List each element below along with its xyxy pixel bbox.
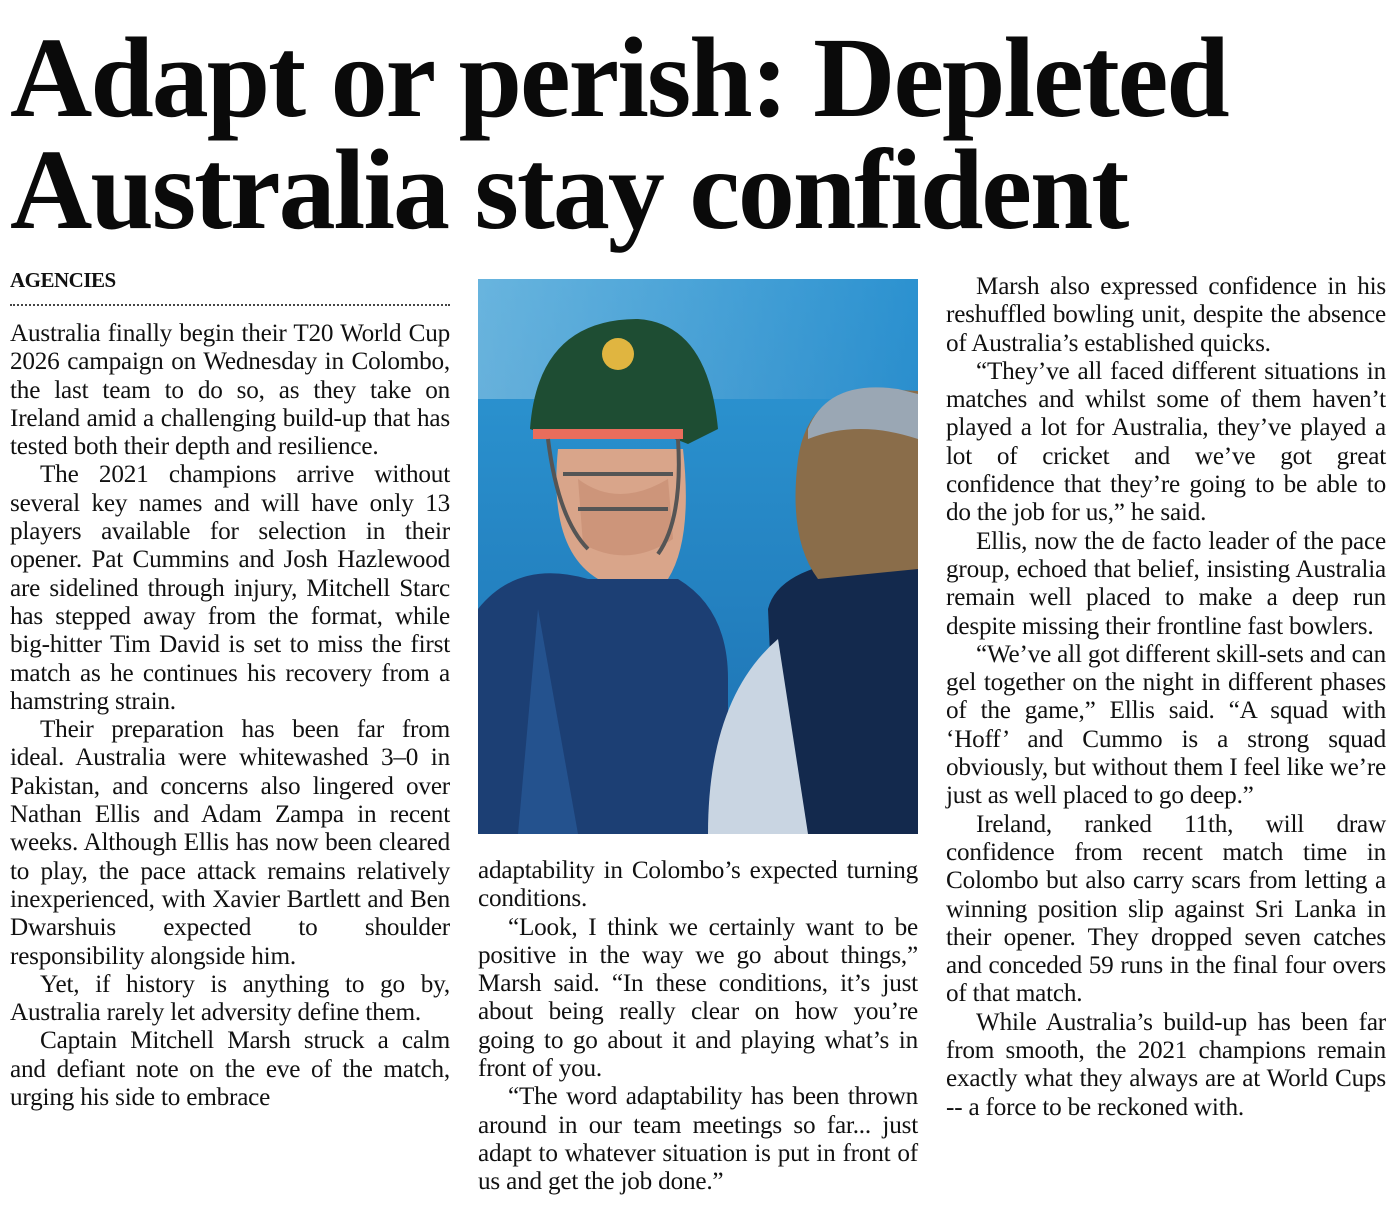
paragraph: Yet, if history is anything to go by, Au… (10, 970, 450, 1027)
article-photo (478, 279, 918, 834)
headline: Adapt or perish: Depleted Australia stay… (10, 21, 1390, 247)
paragraph: Their preparation has been far from idea… (10, 716, 450, 970)
article-column-3: Marsh also expressed confidence in his r… (946, 273, 1386, 1122)
paragraph: Marsh also expressed confidence in his r… (946, 273, 1386, 357)
dotted-divider (10, 304, 450, 306)
paragraph: The 2021 champions arrive without severa… (10, 461, 450, 715)
article-column-1: Australia finally begin their T20 World … (10, 320, 450, 1112)
headline-line-2: Australia stay confident (10, 126, 1129, 253)
headline-line-1: Adapt or perish: Depleted (10, 14, 1230, 141)
cricket-players-photo (478, 279, 918, 834)
paragraph: Ireland, ranked 11th, will draw confiden… (946, 810, 1386, 1008)
paragraph: While Australia’s build-up has been far … (946, 1008, 1386, 1121)
paragraph: Captain Mitchell Marsh struck a calm and… (10, 1027, 450, 1112)
article-column-2: adaptability in Colombo’s expected turni… (478, 857, 918, 1197)
paragraph: Ellis, now the de facto leader of the pa… (946, 527, 1386, 640)
paragraph: “They’ve all faced different situations … (946, 357, 1386, 527)
paragraph: “The word adaptability has been thrown a… (478, 1083, 918, 1196)
paragraph: adaptability in Colombo’s expected turni… (478, 857, 918, 913)
paragraph: Australia finally begin their T20 World … (10, 320, 450, 461)
paragraph: “We’ve all got different skill-sets and … (946, 640, 1386, 810)
byline: AGENCIES (10, 268, 116, 292)
paragraph: “Look, I think we certainly want to be p… (478, 913, 918, 1083)
